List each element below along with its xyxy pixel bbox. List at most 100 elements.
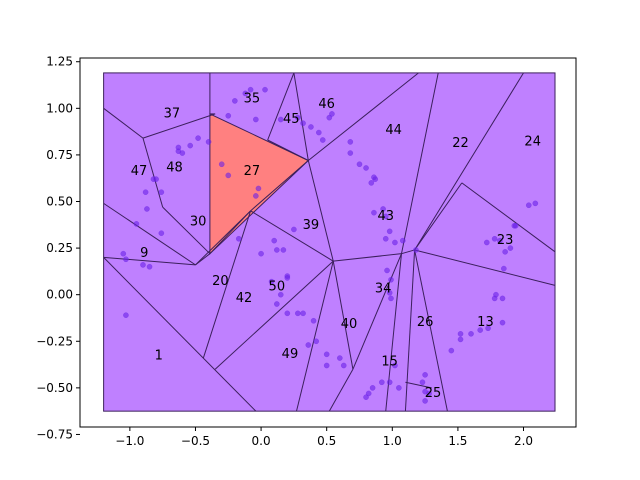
data-point <box>300 120 306 127</box>
data-point <box>477 327 484 333</box>
data-point <box>187 142 194 149</box>
cell-edge <box>250 160 309 212</box>
highlight-region-27 <box>209 113 310 255</box>
data-point <box>247 86 254 93</box>
data-point <box>284 275 291 281</box>
cell-edge <box>328 368 354 412</box>
region-label-42: 42 <box>236 291 253 306</box>
data-point <box>252 193 259 199</box>
data-point <box>340 362 347 369</box>
data-point <box>294 114 301 121</box>
cell-edge <box>333 253 402 262</box>
cell-edge <box>103 257 257 412</box>
cell-edge <box>103 202 196 266</box>
data-point <box>120 250 127 257</box>
data-point <box>277 116 284 123</box>
x-tick-label: −1.0 <box>115 434 144 448</box>
data-point <box>525 202 532 209</box>
region-label-13: 13 <box>477 315 494 330</box>
cell-edge <box>414 72 524 251</box>
data-point <box>294 310 301 317</box>
data-point <box>225 112 232 119</box>
cell-edge <box>461 182 556 253</box>
region-label-34: 34 <box>375 282 392 297</box>
data-point <box>399 237 406 244</box>
cell-edge <box>332 261 354 370</box>
y-tick-label: −0.25 <box>36 334 73 348</box>
data-point <box>386 379 393 386</box>
data-point <box>422 398 428 404</box>
region-label-26: 26 <box>417 315 434 330</box>
region-label-24: 24 <box>524 134 541 149</box>
data-point <box>386 228 393 235</box>
data-point <box>268 278 275 285</box>
axes: −1.0 −0.5 0.0 0.5 1.0 1.5 2.0 −0.75 −0.50 −0.25 0.… <box>36 55 577 448</box>
y-tick-label: 0.25 <box>46 241 73 255</box>
cell-edge <box>405 381 432 389</box>
region-label-47: 47 <box>131 164 148 179</box>
data-point <box>310 317 317 324</box>
data-point <box>448 347 455 354</box>
data-point <box>396 385 402 391</box>
data-point <box>323 351 330 358</box>
cell-edge <box>202 210 252 359</box>
data-point <box>499 319 506 326</box>
data-point <box>512 222 519 229</box>
region-label-25: 25 <box>425 386 442 401</box>
data-point <box>388 295 394 302</box>
data-point <box>242 90 249 97</box>
cell-edge <box>250 210 334 262</box>
x-tick-label: 2.0 <box>514 434 533 448</box>
cell-edge <box>103 256 196 266</box>
region-label-46: 46 <box>318 97 335 112</box>
data-point <box>175 144 182 151</box>
data-point <box>140 262 146 268</box>
cell-edge <box>293 72 309 161</box>
x-tick-label: 0.5 <box>317 434 336 448</box>
region-label-9: 9 <box>140 246 148 261</box>
region-label-1: 1 <box>155 349 163 364</box>
data-point <box>271 237 278 244</box>
data-point <box>500 265 507 272</box>
cell-edge <box>162 206 211 255</box>
cell-edge <box>307 160 334 262</box>
data-point <box>368 180 375 186</box>
data-point <box>144 206 150 212</box>
region-label-49: 49 <box>282 347 299 362</box>
region-label-39: 39 <box>303 218 320 233</box>
data-point <box>284 310 291 317</box>
data-point <box>371 209 377 216</box>
data-point <box>457 336 464 343</box>
data-point <box>392 362 398 369</box>
data-point <box>493 291 499 298</box>
data-point <box>457 330 464 337</box>
data-point <box>195 135 201 141</box>
data-point <box>308 124 314 130</box>
region-label-35: 35 <box>244 92 261 107</box>
region-label-15: 15 <box>381 354 398 369</box>
cell-edge <box>414 182 463 251</box>
data-point <box>386 289 393 296</box>
data-point <box>507 245 514 251</box>
data-point <box>158 189 165 196</box>
cell-edge <box>400 72 439 254</box>
region-label-44: 44 <box>385 123 402 138</box>
data-point <box>205 139 212 145</box>
cell-edge <box>404 249 416 412</box>
region-label-27: 27 <box>244 164 261 179</box>
x-tick-label: 0.0 <box>252 434 271 448</box>
cell-edge <box>352 253 402 370</box>
data-point <box>419 379 426 386</box>
data-point <box>231 98 238 104</box>
y-tick-label: −0.50 <box>36 381 73 395</box>
data-point <box>347 139 354 145</box>
data-point <box>123 312 129 319</box>
region-label-45: 45 <box>283 112 300 127</box>
cell-edge <box>414 249 448 412</box>
cell-edge <box>103 107 144 139</box>
data-point <box>258 250 264 257</box>
cell-edge <box>267 72 295 141</box>
data-point <box>532 200 539 207</box>
region-label-20: 20 <box>212 274 229 289</box>
cell-edge <box>385 253 402 412</box>
